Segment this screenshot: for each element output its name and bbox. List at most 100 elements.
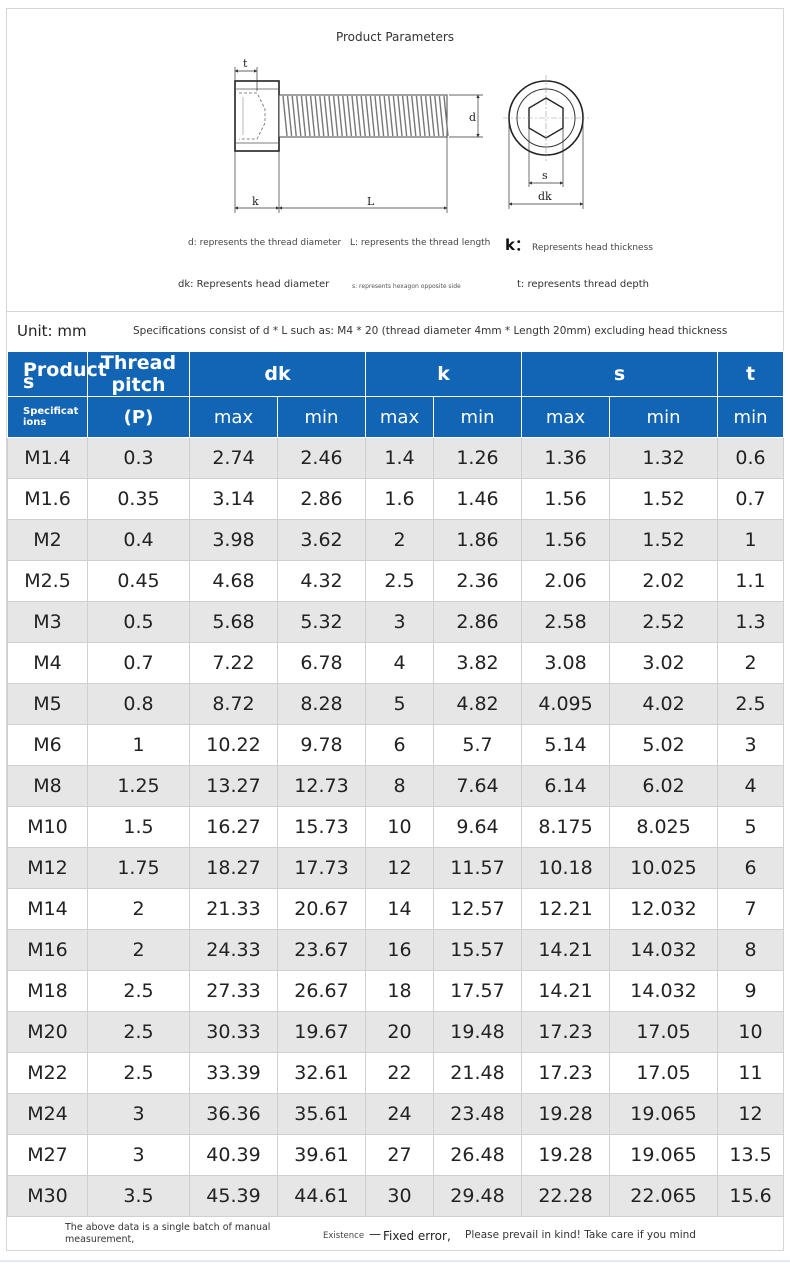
- cell-k-max: 2: [365, 519, 434, 561]
- header-s-max: max: [521, 396, 611, 438]
- cell-k-max: 3: [365, 601, 434, 643]
- cell-k-max: 27: [365, 1134, 434, 1176]
- cell-k-min: 1.26: [432, 437, 523, 479]
- cell-pitch: 1.25: [87, 765, 190, 807]
- cell-s-max: 6.14: [521, 765, 611, 807]
- cell-k-min: 7.64: [432, 765, 523, 807]
- cell-k-max: 5: [365, 683, 434, 725]
- legend-d: d: represents the thread diameter: [188, 238, 342, 248]
- table-row: M8 1.25 13.27 12.73 8 7.64 6.14 6.02 4: [7, 765, 785, 807]
- dim-label-d: d: [469, 111, 476, 124]
- legend-dk: dk: Represents head diameter: [178, 279, 330, 290]
- cell-s-max: 17.23: [521, 1052, 611, 1094]
- cell-dk-max: 40.39: [189, 1134, 278, 1176]
- footer-prevail-note: Please prevail in kind! Take care if you…: [465, 1229, 696, 1241]
- cell-dk-max: 16.27: [189, 806, 278, 848]
- cell-s-min: 1.32: [609, 437, 719, 479]
- cell-dk-min: 8.28: [277, 683, 366, 725]
- cell-k-max: 14: [365, 888, 434, 930]
- cell-pitch: 1.5: [87, 806, 190, 848]
- cell-spec: M5: [7, 683, 88, 725]
- cell-k-min: 9.64: [432, 806, 523, 848]
- table-row: M22 2.5 33.39 32.61 22 21.48 17.23 17.05 11: [7, 1052, 785, 1094]
- cell-dk-max: 33.39: [189, 1052, 278, 1094]
- cell-k-max: 2.5: [365, 560, 434, 602]
- cell-s-min: 2.02: [609, 560, 719, 602]
- cell-s-min: 5.02: [609, 724, 719, 766]
- cell-k-min: 3.82: [432, 642, 523, 684]
- cell-k-max: 4: [365, 642, 434, 684]
- cell-k-max: 10: [365, 806, 434, 848]
- cell-s-max: 14.21: [521, 929, 611, 971]
- cell-k-max: 20: [365, 1011, 434, 1053]
- cell-s-min: 14.032: [609, 970, 719, 1012]
- cell-k-max: 8: [365, 765, 434, 807]
- cell-spec: M30: [7, 1175, 88, 1217]
- cell-pitch: 3: [87, 1093, 190, 1135]
- cell-t-min: 0.6: [717, 437, 785, 479]
- cell-t-min: 7: [717, 888, 785, 930]
- footer: The above data is a single batch of manu…: [7, 1213, 783, 1251]
- dim-label-t: t: [243, 57, 248, 70]
- cell-spec: M12: [7, 847, 88, 889]
- cell-spec: M6: [7, 724, 88, 766]
- cell-s-min: 12.032: [609, 888, 719, 930]
- header-product-specs-top: Product s: [7, 351, 107, 397]
- cell-spec: M18: [7, 970, 88, 1012]
- cell-spec: M10: [7, 806, 88, 848]
- cell-k-min: 19.48: [432, 1011, 523, 1053]
- cell-dk-max: 7.22: [189, 642, 278, 684]
- cell-k-min: 15.57: [432, 929, 523, 971]
- cell-dk-max: 4.68: [189, 560, 278, 602]
- cell-k-max: 6: [365, 724, 434, 766]
- legend-k-key: k：: [505, 236, 530, 254]
- cell-k-max: 12: [365, 847, 434, 889]
- cell-spec: M2: [7, 519, 88, 561]
- cell-s-max: 1.56: [521, 478, 611, 520]
- cell-s-min: 17.05: [609, 1011, 719, 1053]
- cell-dk-max: 21.33: [189, 888, 278, 930]
- cell-pitch: 1.75: [87, 847, 190, 889]
- cell-s-max: 12.21: [521, 888, 611, 930]
- table-row: M18 2.5 27.33 26.67 18 17.57 14.21 14.032 9: [7, 970, 785, 1012]
- cell-k-min: 12.57: [432, 888, 523, 930]
- cell-pitch: 2.5: [87, 1052, 190, 1094]
- cell-k-max: 1.4: [365, 437, 434, 479]
- cell-s-min: 8.025: [609, 806, 719, 848]
- cell-dk-min: 2.86: [277, 478, 366, 520]
- unit-description: Specifications consist of d * L such as:…: [133, 325, 728, 337]
- cell-t-min: 13.5: [717, 1134, 785, 1176]
- cell-k-min: 29.48: [432, 1175, 523, 1217]
- cell-spec: M14: [7, 888, 88, 930]
- cell-s-max: 2.58: [521, 601, 611, 643]
- cell-t-min: 4: [717, 765, 785, 807]
- header-dk-max: max: [189, 396, 278, 438]
- cell-k-max: 22: [365, 1052, 434, 1094]
- dim-label-L: L: [367, 195, 375, 208]
- cell-s-max: 5.14: [521, 724, 611, 766]
- cell-s-max: 19.28: [521, 1134, 611, 1176]
- spec-sheet: Product Parameters: [6, 8, 785, 1251]
- bolt-head-shape: [234, 80, 280, 152]
- cell-spec: M16: [7, 929, 88, 971]
- cell-s-min: 4.02: [609, 683, 719, 725]
- cell-dk-min: 9.78: [277, 724, 366, 766]
- cell-k-min: 17.57: [432, 970, 523, 1012]
- header-s: s: [521, 351, 719, 397]
- cell-s-min: 1.52: [609, 478, 719, 520]
- legend-k: k： Represents head thickness: [505, 234, 653, 255]
- cell-s-min: 1.52: [609, 519, 719, 561]
- legend-L: L: represents the thread length: [350, 238, 491, 248]
- cell-k-max: 24: [365, 1093, 434, 1135]
- header-k-min: min: [432, 396, 523, 438]
- cell-dk-max: 3.98: [189, 519, 278, 561]
- header-t-min: min: [717, 396, 785, 438]
- cell-dk-max: 36.36: [189, 1093, 278, 1135]
- product-parameters-title: Product Parameters: [335, 30, 455, 44]
- cell-dk-min: 26.67: [277, 970, 366, 1012]
- cell-t-min: 8: [717, 929, 785, 971]
- cell-pitch: 3: [87, 1134, 190, 1176]
- cell-s-min: 10.025: [609, 847, 719, 889]
- cell-dk-min: 20.67: [277, 888, 366, 930]
- cell-s-min: 17.05: [609, 1052, 719, 1094]
